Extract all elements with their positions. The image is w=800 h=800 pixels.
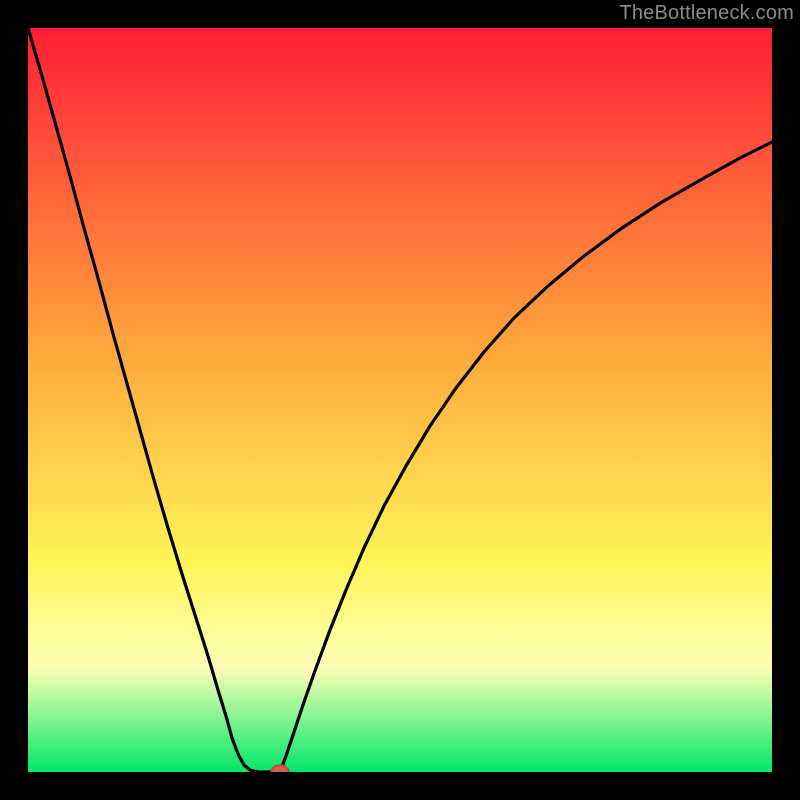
bottleneck-chart [0,0,800,800]
plot-background [28,28,772,772]
watermark-text: TheBottleneck.com [619,2,794,25]
chart-stage: TheBottleneck.com [0,0,800,800]
